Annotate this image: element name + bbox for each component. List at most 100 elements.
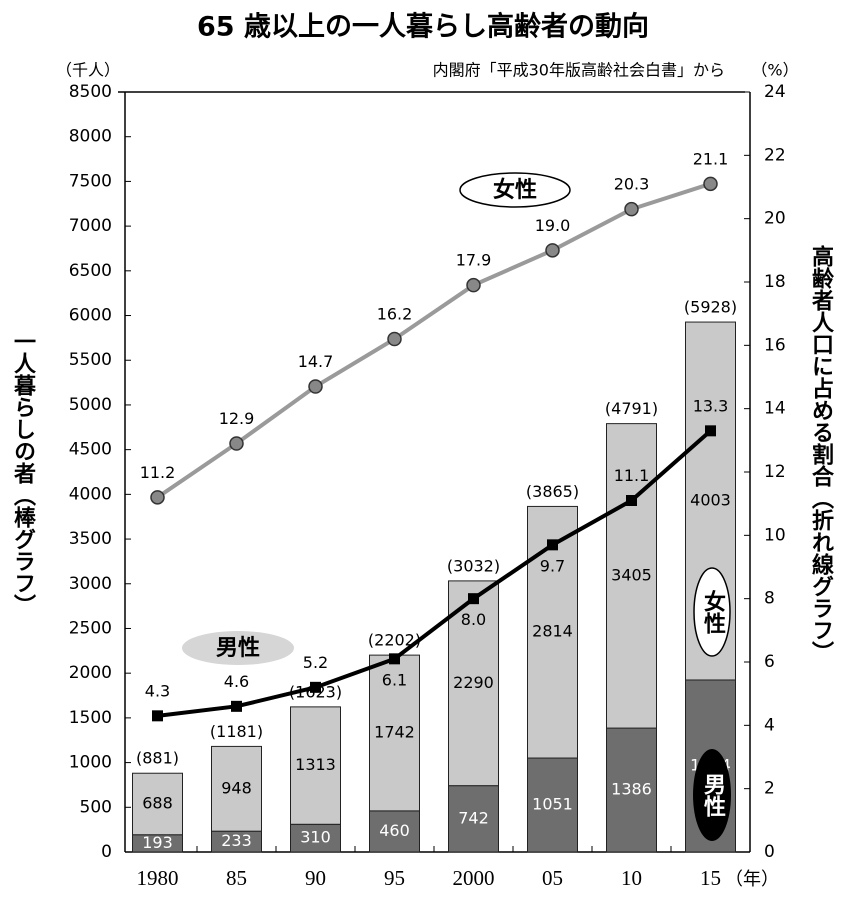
y2-tick-label: 2 [764, 779, 775, 799]
y-tick-label: 2500 [69, 618, 112, 638]
marker [466, 277, 481, 293]
y2-tick-label: 12 [764, 462, 786, 482]
y-axis-label: 一人暮らしの者（棒グラフ） [10, 330, 37, 616]
bar-label: 1386 [611, 780, 652, 799]
total-label: (3865) [526, 482, 579, 501]
line-label: 13.3 [693, 396, 729, 415]
chart-title: 65 歳以上の一人暮らし高齢者の動向 [197, 11, 649, 43]
y2-tick-label: 10 [764, 525, 786, 545]
bar-label: 948 [221, 778, 252, 797]
total-label: (4791) [605, 399, 658, 418]
y-unit: （千人） [56, 61, 120, 80]
line-label: 17.9 [456, 251, 492, 270]
marker [152, 710, 163, 722]
y2-tick-label: 16 [764, 335, 786, 355]
bar-label: 688 [142, 793, 173, 812]
y-tick-label: 8500 [69, 82, 112, 102]
y-tick-label: 500 [80, 797, 112, 817]
bar [369, 654, 420, 812]
line [156, 181, 712, 499]
total-label: (5928) [684, 297, 737, 316]
line [157, 429, 712, 718]
y2-unit: （%） [751, 61, 798, 80]
line-label: 12.9 [219, 409, 255, 428]
line-label: 19.0 [535, 216, 571, 235]
bar-label: 193 [142, 833, 173, 852]
y-tick-label: 3000 [69, 574, 112, 594]
bar [132, 772, 183, 836]
bar-label: 3405 [611, 565, 652, 584]
y2-tick-label: 6 [764, 652, 775, 672]
bar-label: 310 [300, 828, 331, 847]
y2-tick-label: 20 [764, 209, 786, 229]
y-tick-label: 8000 [69, 127, 112, 147]
x-tick-label: 95 [384, 866, 405, 890]
legend-label: 男性 [700, 773, 726, 817]
y2-tick-label: 24 [764, 82, 786, 102]
line-label: 20.3 [614, 175, 650, 194]
y-tick-label: 5000 [69, 395, 112, 415]
line-label: 8.0 [461, 610, 486, 629]
x-tick-label: 05 [542, 866, 563, 890]
bar [369, 810, 420, 853]
marker [547, 539, 558, 551]
x-tick-label: 1980 [137, 866, 179, 890]
y-tick-label: 4500 [69, 440, 112, 460]
line-label: 11.2 [140, 463, 176, 482]
bar-label: 460 [379, 821, 410, 840]
bar [527, 505, 578, 759]
bar [448, 580, 499, 787]
legend-label: 女性 [700, 589, 726, 634]
line-label: 4.3 [145, 681, 170, 700]
total-label: (1181) [210, 722, 263, 741]
marker [150, 490, 165, 505]
line-label: 16.2 [377, 305, 413, 324]
legend-shape [693, 567, 731, 657]
y-tick-label: 7000 [69, 216, 112, 236]
y-tick-label: 2000 [69, 663, 112, 683]
marker [705, 425, 716, 437]
y2-tick-label: 14 [764, 399, 786, 419]
bar [448, 785, 499, 853]
legend-label: 女性 [493, 177, 537, 203]
y-tick-label: 1500 [69, 708, 112, 728]
bar-label: 4003 [690, 491, 731, 510]
line-label: 14.7 [298, 352, 334, 371]
bar-label: 1742 [374, 722, 415, 741]
marker [389, 653, 400, 665]
line-label: 4.6 [224, 672, 249, 691]
total-label: (881) [136, 749, 179, 768]
y2-tick-label: 0 [764, 842, 775, 862]
y-tick-label: 3500 [69, 529, 112, 549]
marker [624, 201, 639, 217]
total-label: (3032) [447, 556, 500, 575]
y2-tick-label: 4 [764, 715, 775, 735]
total-label: (2202) [368, 631, 421, 650]
legend-shape [459, 172, 571, 208]
bar-label: 1051 [532, 795, 573, 814]
y-tick-label: 6000 [69, 306, 112, 326]
marker [310, 681, 321, 693]
y2-axis-label: 高齢者人口に占める割合（折れ線グラフ） [808, 244, 835, 663]
bar-label: 742 [458, 808, 489, 827]
marker [308, 379, 323, 394]
line-label: 9.7 [540, 556, 565, 575]
marker [387, 331, 402, 347]
line-label: 5.2 [303, 653, 328, 672]
x-unit: （年） [725, 869, 779, 890]
bar-label: 233 [221, 831, 252, 850]
y-tick-label: 7500 [69, 171, 112, 191]
legend-label: 男性 [216, 636, 260, 661]
y-tick-label: 6500 [69, 261, 112, 281]
x-tick-label: 90 [305, 866, 326, 890]
y-tick-label: 4000 [69, 484, 112, 504]
bar [290, 706, 341, 825]
legend-shape [182, 631, 294, 665]
marker [545, 243, 560, 258]
x-tick-label: 2000 [453, 866, 495, 890]
marker [231, 700, 242, 712]
bar [606, 727, 657, 853]
bar [527, 757, 578, 853]
y2-tick-label: 18 [764, 272, 786, 292]
